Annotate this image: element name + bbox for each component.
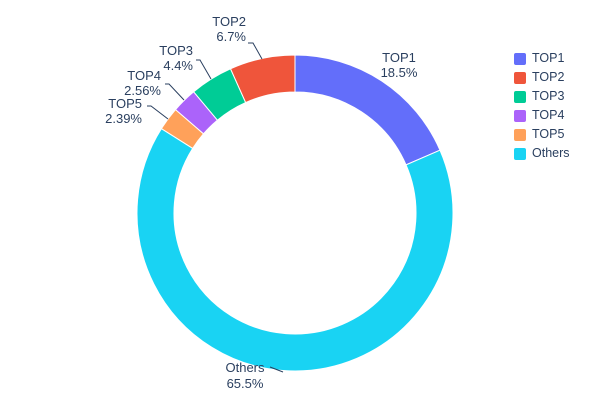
pie-slice-top5[interactable] — [160, 108, 205, 150]
legend-label-top1: TOP1 — [532, 51, 565, 65]
slice-label-top3: TOP3 4.4% — [159, 43, 193, 73]
slice-label-others: Others 65.5% — [225, 360, 265, 391]
pie-slice-others[interactable] — [136, 127, 454, 372]
slice-label-top2: TOP2 6.7% — [212, 14, 246, 44]
slice-label-top1: TOP1 18.5% — [381, 50, 418, 80]
legend-swatch-top2 — [514, 71, 526, 84]
legend-swatch-others — [514, 147, 526, 160]
legend-item-top1[interactable]: TOP1 — [514, 52, 570, 65]
legend-label-top4: TOP4 — [532, 108, 565, 122]
legend-label-top2: TOP2 — [532, 70, 565, 84]
label-leader-top4 — [165, 83, 185, 101]
label-leader-top5 — [147, 105, 169, 120]
slice-label-top5: TOP5 2.39% — [105, 96, 142, 126]
legend-swatch-top4 — [514, 109, 526, 122]
legend-label-others: Others — [532, 146, 570, 160]
label-leader-top3 — [196, 59, 212, 80]
legend-swatch-top1 — [514, 52, 526, 65]
legend-swatch-top3 — [514, 90, 526, 103]
pie-slice-top2[interactable] — [229, 54, 296, 104]
pie-slice-top4[interactable] — [174, 91, 219, 135]
legend-item-top3[interactable]: TOP3 — [514, 90, 570, 103]
legend: TOP1 TOP2 TOP3 TOP4 TOP5 Others — [514, 52, 570, 160]
legend-label-top5: TOP5 — [532, 127, 565, 141]
legend-item-top2[interactable]: TOP2 — [514, 71, 570, 84]
label-leader-top2 — [248, 42, 263, 60]
legend-label-top3: TOP3 — [532, 89, 565, 103]
legend-item-others[interactable]: Others — [514, 147, 570, 160]
pie-slice-top1[interactable] — [294, 54, 441, 166]
legend-item-top4[interactable]: TOP4 — [514, 109, 570, 122]
legend-swatch-top5 — [514, 128, 526, 141]
slice-label-top4: TOP4 2.56% — [124, 68, 161, 98]
label-leader-others — [269, 366, 284, 373]
legend-item-top5[interactable]: TOP5 — [514, 128, 570, 141]
